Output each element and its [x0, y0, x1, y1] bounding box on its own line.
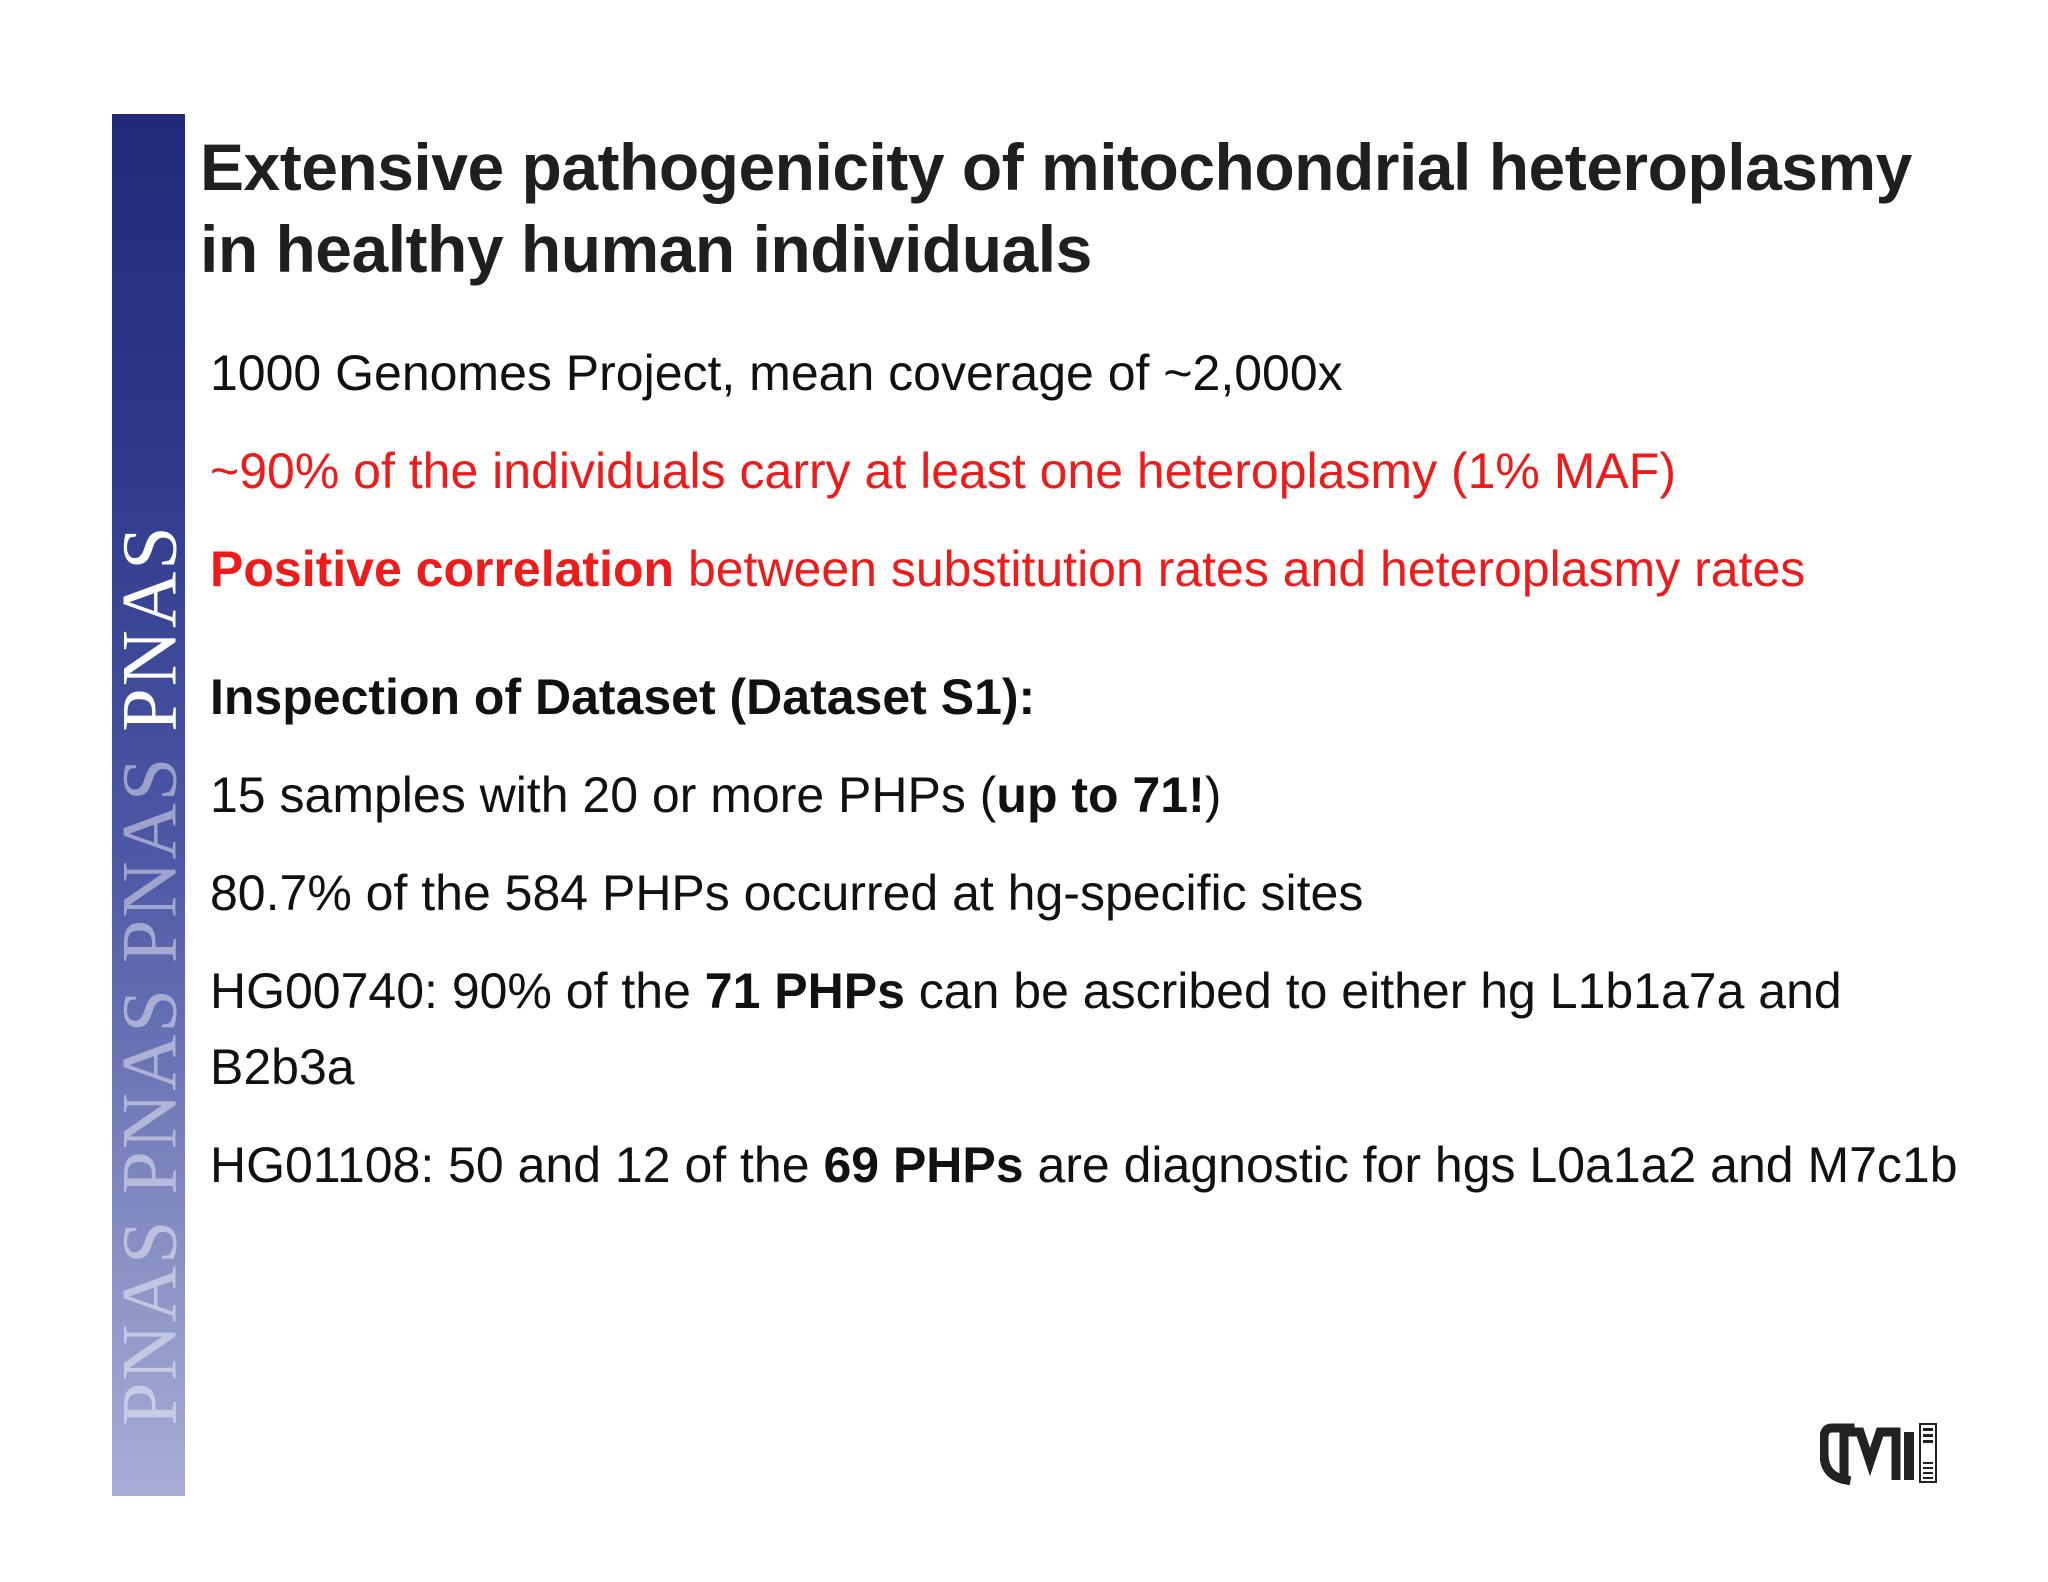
inspection-line-samples-bold: up to 71!	[996, 767, 1205, 823]
inspection-line-hg01108-post: are diagnostic for hgs L0a1a2 and M7c1b	[1023, 1137, 1958, 1193]
pnas-banner: PNAS PNAS PNAS PNAS	[112, 114, 185, 1496]
pnas-word: PNAS	[112, 987, 185, 1195]
inspection-heading: Inspection of Dataset (Dataset S1):	[210, 659, 1970, 735]
bullet-heteroplasmy-frequency: ~90% of the individuals carry at least o…	[210, 443, 1676, 499]
bullet-correlation: Positive correlation between substitutio…	[210, 531, 1970, 607]
slide-title: Extensive pathogenicity of mitochondrial…	[200, 126, 1980, 290]
pnas-word: PNAS	[112, 755, 185, 964]
bullet-correlation-bold: Positive correlation	[210, 541, 675, 597]
pnas-banner-text: PNAS PNAS PNAS PNAS	[112, 114, 185, 1496]
inspection-line-hg01108-bold: 69 PHPs	[823, 1137, 1024, 1193]
inspection-heading-text: Inspection of Dataset (Dataset S1):	[210, 669, 1036, 725]
section-spacer	[210, 607, 1970, 659]
slide-body: 1000 Genomes Project, mean coverage of ~…	[210, 335, 1970, 1203]
pnas-word: PNAS	[112, 524, 185, 732]
inspection-line-hg00740: HG00740: 90% of the 71 PHPs can be ascri…	[210, 953, 1970, 1105]
inspection-line-hg00740-bold: 71 PHPs	[704, 963, 905, 1019]
inspection-line-hg00740-post: can be ascribed to either hg L1b1a7a and…	[210, 963, 1842, 1095]
inspection-line-hg01108: HG01108: 50 and 12 of the 69 PHPs are di…	[210, 1127, 1970, 1203]
bullet-coverage: 1000 Genomes Project, mean coverage of ~…	[210, 345, 1343, 401]
bullet-correlation-rest: between substitution rates and heteropla…	[674, 541, 1806, 597]
pnas-word: PNAS	[112, 1218, 185, 1426]
inspection-line-samples-pre: 15 samples with 20 or more PHPs (	[210, 767, 997, 823]
inspection-line-samples: 15 samples with 20 or more PHPs (up to 7…	[210, 757, 1970, 833]
slide-title-line-2: in healthy human individuals	[200, 212, 1092, 286]
inspection-line-hg01108-pre: HG01108: 50 and 12 of the	[210, 1137, 824, 1193]
inspection-line-hg00740-pre: HG00740: 90% of the	[210, 963, 705, 1019]
gmi-logo	[1820, 1423, 1937, 1486]
slide-title-line-1: Extensive pathogenicity of mitochondrial…	[200, 130, 1912, 204]
inspection-line-samples-post: )	[1204, 767, 1222, 823]
inspection-line-hg-specific: 80.7% of the 584 PHPs occurred at hg-spe…	[210, 865, 1364, 921]
